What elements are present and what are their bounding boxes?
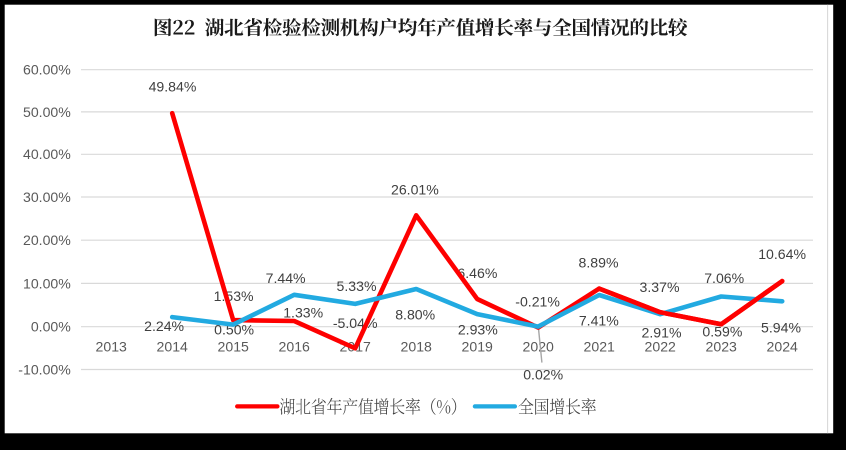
svg-text:6.46%: 6.46% xyxy=(457,265,497,281)
svg-text:8.89%: 8.89% xyxy=(579,255,619,271)
svg-text:2013: 2013 xyxy=(96,339,128,355)
svg-text:-10.00%: -10.00% xyxy=(18,361,71,377)
svg-text:-0.21%: -0.21% xyxy=(515,294,560,310)
svg-text:49.84%: 49.84% xyxy=(149,79,197,95)
svg-text:2016: 2016 xyxy=(279,339,311,355)
svg-text:0.00%: 0.00% xyxy=(31,319,71,335)
svg-text:2014: 2014 xyxy=(157,339,189,355)
svg-text:8.80%: 8.80% xyxy=(395,306,435,322)
svg-text:20.00%: 20.00% xyxy=(23,232,71,248)
svg-text:40.00%: 40.00% xyxy=(23,146,71,162)
svg-text:26.01%: 26.01% xyxy=(391,182,439,198)
svg-text:5.94%: 5.94% xyxy=(761,320,801,336)
svg-text:2.24%: 2.24% xyxy=(144,318,184,334)
svg-text:2015: 2015 xyxy=(218,339,250,355)
svg-text:7.44%: 7.44% xyxy=(266,270,306,286)
svg-text:2023: 2023 xyxy=(706,339,738,355)
svg-text:5.33%: 5.33% xyxy=(337,278,377,294)
svg-text:30.00%: 30.00% xyxy=(23,189,71,205)
svg-text:2.91%: 2.91% xyxy=(642,324,682,340)
svg-text:2022: 2022 xyxy=(645,339,677,355)
svg-text:10.00%: 10.00% xyxy=(23,275,71,291)
svg-text:1.33%: 1.33% xyxy=(283,305,323,321)
svg-text:2021: 2021 xyxy=(584,339,616,355)
svg-text:2024: 2024 xyxy=(767,339,799,355)
svg-text:50.00%: 50.00% xyxy=(23,104,71,120)
svg-text:0.59%: 0.59% xyxy=(702,324,742,340)
svg-text:2020: 2020 xyxy=(523,339,555,355)
svg-text:7.41%: 7.41% xyxy=(579,313,619,329)
svg-text:10.64%: 10.64% xyxy=(758,246,806,262)
svg-text:1.53%: 1.53% xyxy=(214,288,254,304)
svg-text:7.06%: 7.06% xyxy=(704,270,744,286)
svg-text:2.93%: 2.93% xyxy=(458,321,498,337)
svg-text:2018: 2018 xyxy=(401,339,433,355)
svg-text:3.37%: 3.37% xyxy=(640,279,680,295)
svg-text:0.02%: 0.02% xyxy=(523,367,563,383)
svg-text:2019: 2019 xyxy=(462,339,494,355)
svg-text:60.00%: 60.00% xyxy=(23,62,71,78)
